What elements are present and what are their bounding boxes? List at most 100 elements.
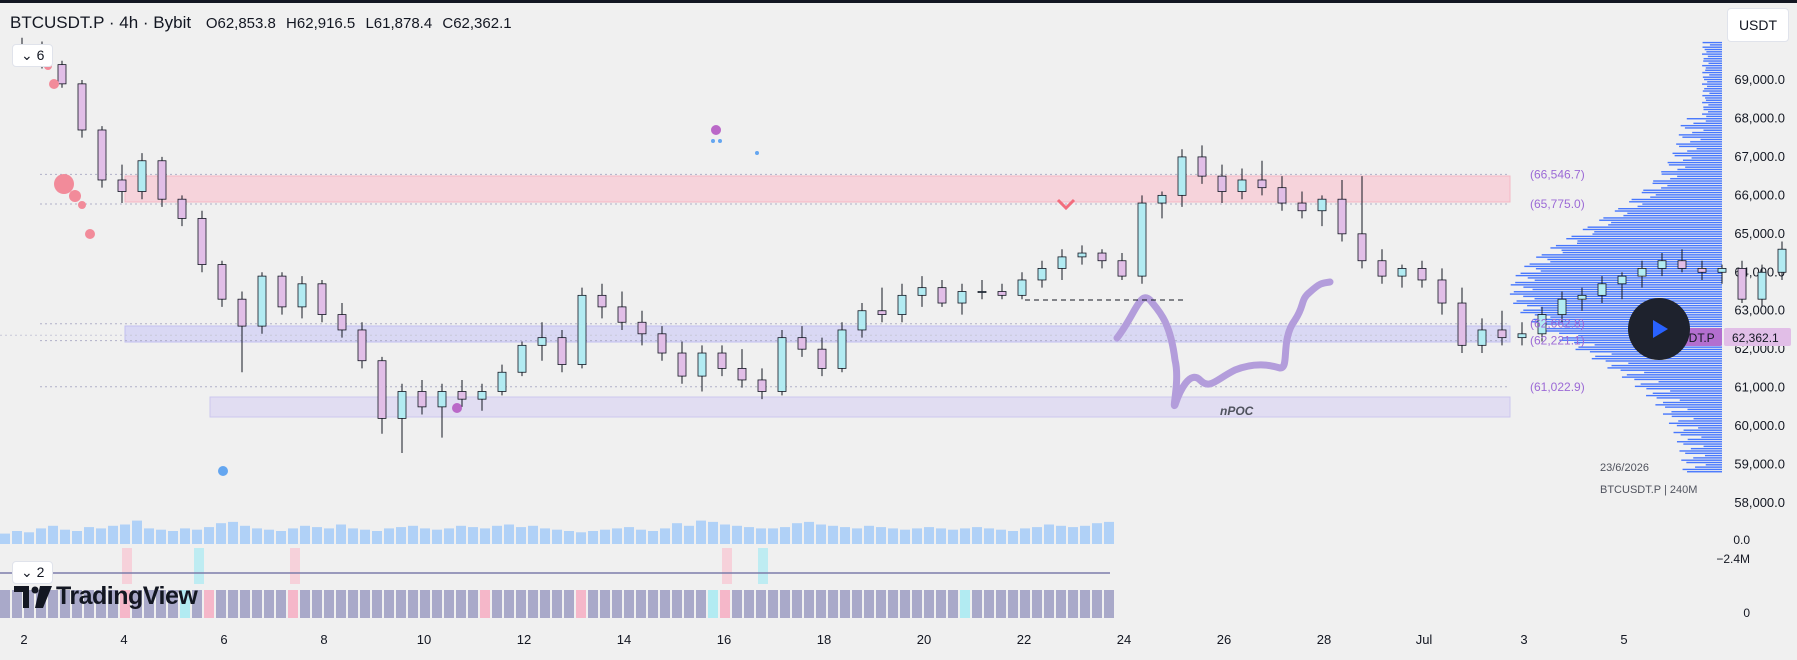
volume-profile-bar xyxy=(1655,194,1722,196)
oscillator-bar xyxy=(252,590,262,618)
volume-profile-bar xyxy=(1523,309,1722,311)
volume-profile-bar xyxy=(1687,471,1722,473)
down-arrow-marker xyxy=(1056,198,1076,211)
oscillator-bar xyxy=(168,590,178,618)
tradingview-logo[interactable]: TradingView xyxy=(14,582,198,611)
volume-profile-bar xyxy=(1513,302,1722,305)
price-tick-label: 59,000.0 xyxy=(1734,457,1785,472)
volume-bar xyxy=(636,529,646,544)
candle-down xyxy=(117,179,127,192)
oscillator-bar xyxy=(180,590,190,618)
oscillator-bar xyxy=(972,590,982,618)
volume-profile-bar xyxy=(1678,134,1722,136)
time-tick-label: 28 xyxy=(1317,632,1331,647)
candle-up xyxy=(1057,256,1067,269)
oscillator-bar xyxy=(840,590,850,618)
candle-up xyxy=(1177,156,1187,196)
candle-down xyxy=(1217,175,1227,192)
indicators-collapse-button[interactable]: ⌄ 6 xyxy=(12,44,54,67)
volume-profile-bar xyxy=(1687,408,1722,411)
support-zone xyxy=(124,325,1511,343)
volume-bar xyxy=(672,523,682,544)
volume-profile-bar xyxy=(1702,94,1722,97)
volume-bar xyxy=(468,527,478,544)
candle-up xyxy=(1517,333,1527,339)
price-tick-label: 60,000.0 xyxy=(1734,418,1785,433)
candle-up xyxy=(957,291,967,304)
candle-up xyxy=(1397,268,1407,277)
oscillator-bar xyxy=(552,590,562,618)
candle-up xyxy=(137,160,147,192)
volume-bar xyxy=(396,527,406,544)
time-tick-label: 12 xyxy=(517,632,531,647)
subpane-tick-label: 0.0 xyxy=(1733,533,1750,547)
candle-down xyxy=(417,391,427,408)
volume-profile-bar xyxy=(1643,189,1722,191)
volume-bar xyxy=(480,528,490,544)
price-tick-label: 69,000.0 xyxy=(1734,72,1785,87)
highlight-bar xyxy=(194,548,204,584)
symbol-title[interactable]: BTCUSDT.P · 4h · Bybit xyxy=(10,13,192,32)
volume-bar xyxy=(768,528,778,544)
candle-down xyxy=(717,352,727,369)
volume-profile-bar xyxy=(1691,157,1722,159)
volume-bar xyxy=(384,528,394,544)
chevron-down-icon: ⌄ xyxy=(21,564,33,580)
oscillator-bar xyxy=(1056,590,1066,618)
oscillator-bar xyxy=(1032,590,1042,618)
volume-profile-bar xyxy=(1620,369,1722,371)
volume-profile-bar xyxy=(1534,297,1722,300)
oscillator-bar xyxy=(360,590,370,618)
volume-profile-bar xyxy=(1677,168,1722,171)
time-axis: 2 4 6 8 10 12 14 16 18 20 22 24 26 28 Jul 3 5 xyxy=(20,632,1627,647)
subpane-tick-label: 0 xyxy=(1743,606,1750,620)
candle-down xyxy=(1357,233,1367,262)
volume-profile-bar xyxy=(1667,161,1722,164)
symbol-legend[interactable]: BTCUSDT.P · 4h · Bybit O62,853.8 H62,916… xyxy=(10,13,518,33)
oscillator-bar xyxy=(372,590,382,618)
price-tick-label: 66,000.0 xyxy=(1734,187,1785,202)
oscillator-bar xyxy=(456,590,466,618)
volume-bar xyxy=(420,528,430,544)
time-tick-label: 5 xyxy=(1620,632,1627,647)
candle-down xyxy=(317,283,327,315)
candle-up xyxy=(1137,202,1147,277)
candle-up xyxy=(1597,283,1607,296)
volume-profile-bar xyxy=(1611,364,1722,367)
tradingview-logo-icon xyxy=(14,585,52,608)
volume-profile-bar xyxy=(1611,221,1722,224)
play-replay-button[interactable] xyxy=(1628,298,1690,360)
candle-up xyxy=(537,337,547,346)
volume-profile-bar xyxy=(1683,429,1722,431)
volume-profile-bar xyxy=(1700,138,1722,141)
oscillator-bar xyxy=(660,590,670,618)
time-tick-label: 10 xyxy=(417,632,431,647)
subpane-collapse-button[interactable]: ⌄ 2 xyxy=(12,561,54,584)
candle-down xyxy=(817,348,827,369)
volume-profile-bar xyxy=(1532,288,1722,291)
volume-profile-bar xyxy=(1520,311,1722,314)
projection-drawing[interactable] xyxy=(1113,278,1334,409)
volume-profile-bar xyxy=(1704,88,1722,90)
ohlc-values: O62,853.8 H62,916.5 L61,878.4 C62,362.1 xyxy=(206,15,518,32)
volume-bar xyxy=(288,528,298,544)
currency-selector[interactable]: USDT xyxy=(1727,8,1789,42)
oscillator-bar xyxy=(144,590,154,618)
volume-profile-bar xyxy=(1652,392,1722,394)
candle-down xyxy=(277,275,287,308)
volume-profile-bar xyxy=(1709,44,1722,46)
oscillator-bar xyxy=(948,590,958,618)
volume-profile-bar xyxy=(1667,184,1722,187)
volume-bar xyxy=(1092,523,1102,544)
volume-bar xyxy=(912,528,922,544)
volume-profile-bar xyxy=(1661,171,1722,173)
volume-bar xyxy=(1080,525,1090,544)
volume-bar xyxy=(192,529,202,544)
volume-profile-bar xyxy=(1674,154,1722,157)
volume-bar xyxy=(168,531,178,544)
time-tick-label: 16 xyxy=(717,632,731,647)
chevron-down-icon: ⌄ xyxy=(21,47,33,63)
oscillator-bar xyxy=(672,590,682,618)
